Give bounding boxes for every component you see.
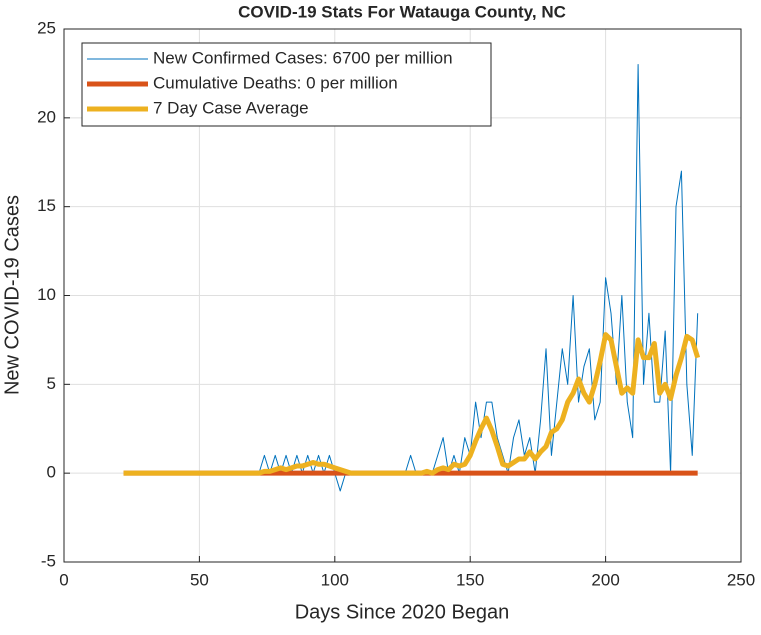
x-axis-label: Days Since 2020 Began [295, 601, 510, 623]
legend-label: New Confirmed Cases: 6700 per million [153, 48, 453, 67]
legend-box [81, 42, 492, 127]
y-tick-label: 5 [47, 374, 56, 393]
y-tick-label: 15 [37, 196, 56, 215]
legend-label: 7 Day Case Average [153, 98, 309, 117]
y-tick-label: -5 [41, 551, 56, 570]
x-tick-label: 50 [190, 570, 209, 589]
y-tick-label: 10 [37, 285, 56, 304]
chart-title: COVID-19 Stats For Watauga County, NC [238, 2, 566, 21]
legend-label: Cumulative Deaths: 0 per million [153, 73, 398, 92]
y-tick-label: 20 [37, 107, 56, 126]
x-tick-label: 100 [321, 570, 349, 589]
x-tick-label: 150 [456, 570, 484, 589]
y-tick-label: 0 [47, 463, 56, 482]
y-axis-label: New COVID-19 Cases [1, 195, 23, 395]
series-line [123, 332, 701, 476]
plot-frame [63, 28, 742, 563]
x-tick-label: 250 [727, 570, 755, 589]
series-line [123, 64, 699, 492]
y-tick-label: 25 [37, 18, 56, 37]
x-tick-label: 0 [59, 570, 68, 589]
x-tick-label: 200 [591, 570, 619, 589]
